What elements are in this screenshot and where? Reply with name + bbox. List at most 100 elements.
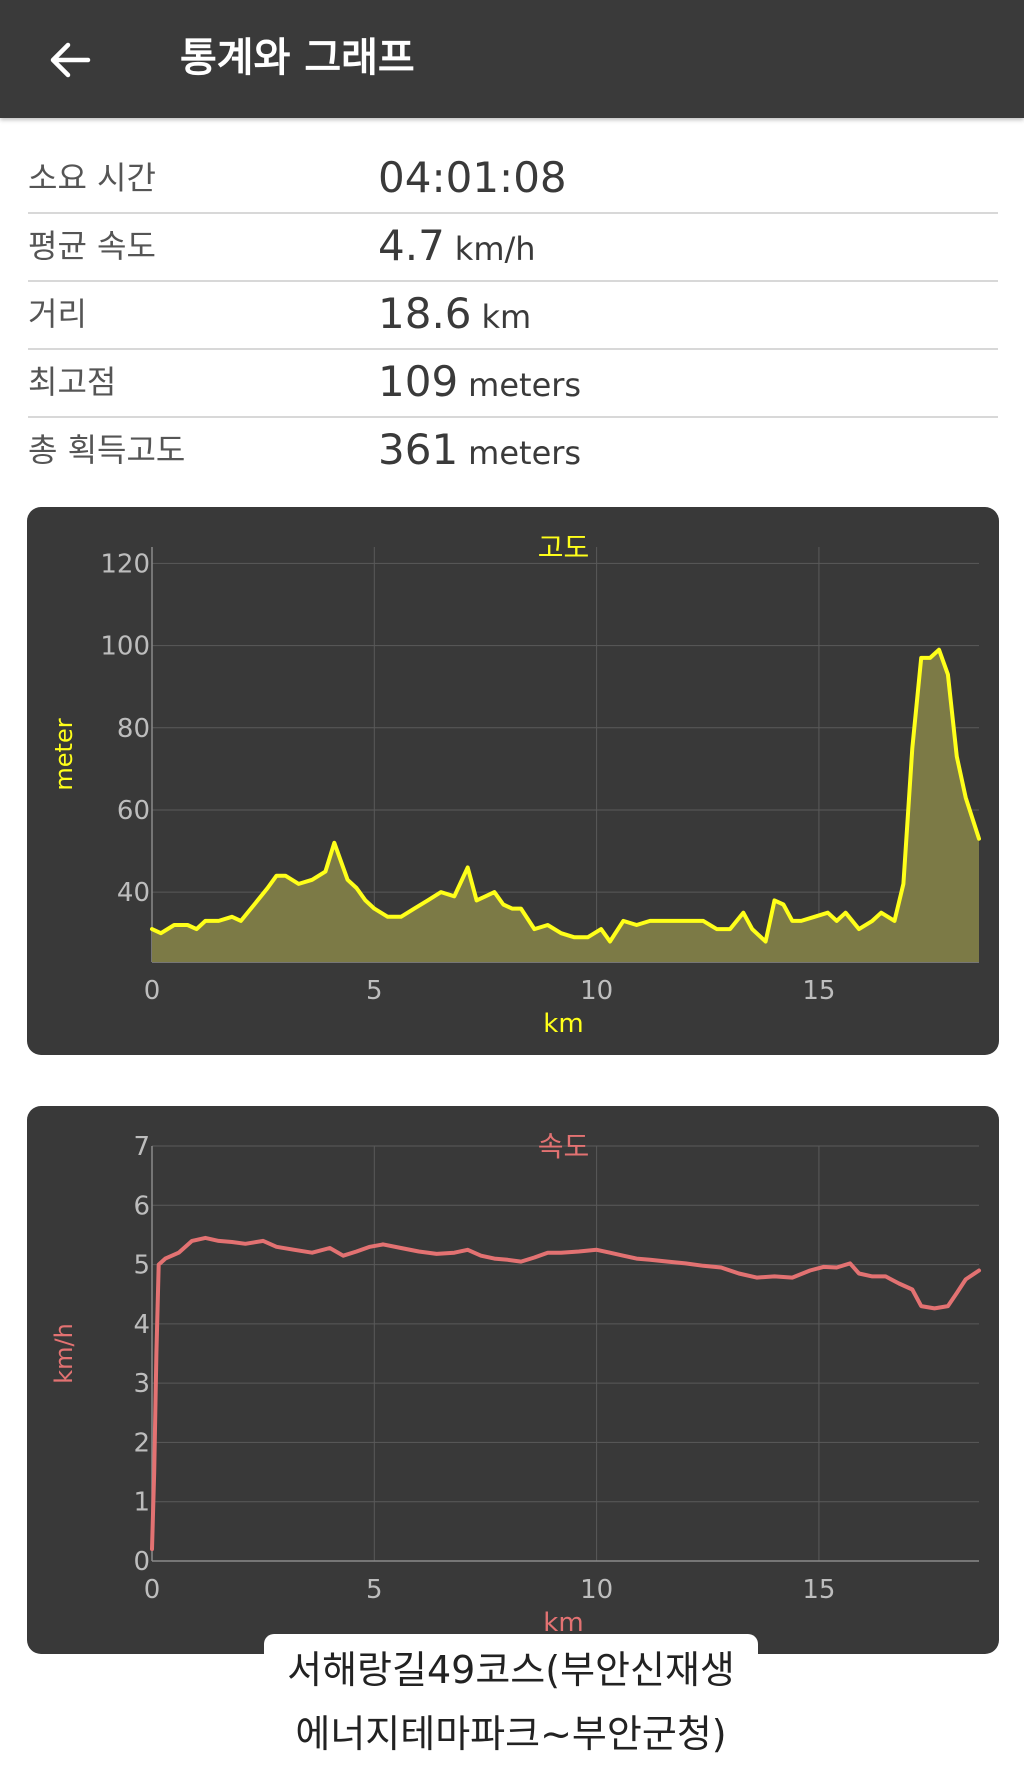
data-point bbox=[203, 919, 207, 923]
stat-row-elevation-gain: 총 획득고도 361 meters bbox=[28, 418, 998, 484]
data-point bbox=[252, 902, 256, 906]
data-point bbox=[399, 915, 403, 919]
data-point bbox=[546, 923, 550, 927]
data-point bbox=[750, 927, 754, 931]
data-point bbox=[381, 1242, 385, 1246]
stat-number: 109 bbox=[378, 357, 459, 406]
stat-label: 총 획득고도 bbox=[28, 431, 186, 469]
data-point bbox=[261, 1239, 265, 1243]
data-point bbox=[879, 911, 883, 915]
x-tick-label: 5 bbox=[366, 976, 383, 1006]
stat-number: 18.6 bbox=[378, 289, 472, 338]
stats-list: 소요 시간 04:01:08 평균 속도 4.7 km/h 거리 18.6 km 최… bbox=[28, 146, 998, 484]
back-button[interactable] bbox=[44, 34, 96, 86]
data-point bbox=[599, 927, 603, 931]
data-point bbox=[799, 919, 803, 923]
data-point bbox=[217, 919, 221, 923]
data-point bbox=[897, 1282, 901, 1286]
data-point bbox=[857, 927, 861, 931]
x-axis-label: km bbox=[543, 1608, 583, 1638]
x-tick-label: 5 bbox=[366, 1575, 383, 1605]
data-point bbox=[666, 1260, 670, 1264]
data-point bbox=[230, 1240, 234, 1244]
data-point bbox=[363, 898, 367, 902]
data-point bbox=[466, 1248, 470, 1252]
data-point bbox=[177, 1251, 181, 1255]
data-point bbox=[435, 1252, 439, 1256]
stat-label: 최고점 bbox=[28, 363, 117, 401]
data-point bbox=[346, 878, 350, 882]
data-point bbox=[217, 1239, 221, 1243]
data-point bbox=[675, 919, 679, 923]
data-point bbox=[741, 911, 745, 915]
data-point bbox=[928, 656, 932, 660]
data-point bbox=[341, 1254, 345, 1258]
stat-label: 평균 속도 bbox=[28, 227, 156, 265]
data-point bbox=[812, 915, 816, 919]
data-point bbox=[715, 927, 719, 931]
data-point bbox=[559, 1251, 563, 1255]
data-point bbox=[506, 1258, 510, 1262]
data-point bbox=[901, 882, 905, 886]
x-tick-label: 0 bbox=[144, 976, 161, 1006]
data-point bbox=[884, 1274, 888, 1278]
data-point bbox=[186, 923, 190, 927]
data-point bbox=[501, 902, 505, 906]
stat-value: 361 meters bbox=[378, 426, 581, 483]
data-point bbox=[150, 1547, 154, 1551]
data-point bbox=[835, 1266, 839, 1270]
series-line bbox=[150, 1235, 981, 1552]
stat-value: 18.6 km bbox=[378, 290, 531, 347]
data-point bbox=[239, 919, 243, 923]
data-point bbox=[586, 935, 590, 939]
stat-unit: km/h bbox=[454, 230, 536, 268]
data-point bbox=[203, 1236, 207, 1240]
data-point bbox=[230, 915, 234, 919]
x-tick-label: 10 bbox=[580, 1575, 613, 1605]
y-tick-label: 3 bbox=[133, 1369, 150, 1399]
data-point bbox=[764, 939, 768, 943]
y-tick-label: 120 bbox=[100, 549, 150, 579]
data-point bbox=[977, 837, 981, 841]
data-point bbox=[595, 1248, 599, 1252]
stat-number: 361 bbox=[378, 425, 459, 474]
data-point bbox=[368, 1245, 372, 1249]
data-point bbox=[635, 923, 639, 927]
x-tick-label: 0 bbox=[144, 1575, 161, 1605]
data-point bbox=[190, 1239, 194, 1243]
data-point bbox=[621, 919, 625, 923]
data-point bbox=[933, 1306, 937, 1310]
stat-number: 04:01:08 bbox=[378, 153, 567, 202]
data-point bbox=[688, 919, 692, 923]
x-tick-label: 10 bbox=[580, 976, 613, 1006]
y-tick-label: 0 bbox=[133, 1547, 150, 1577]
chart-title: 속도 bbox=[538, 1130, 590, 1163]
data-point bbox=[790, 919, 794, 923]
data-point bbox=[386, 915, 390, 919]
data-point bbox=[332, 841, 336, 845]
data-point bbox=[937, 648, 941, 652]
data-point bbox=[310, 1251, 314, 1255]
data-point bbox=[372, 907, 376, 911]
page-title: 통계와 그래프 bbox=[180, 35, 415, 81]
data-point bbox=[870, 919, 874, 923]
data-point bbox=[684, 1261, 688, 1265]
x-tick-label: 15 bbox=[802, 976, 835, 1006]
y-tick-label: 2 bbox=[133, 1428, 150, 1458]
y-tick-label: 100 bbox=[100, 632, 150, 662]
data-point bbox=[510, 907, 514, 911]
data-point bbox=[728, 927, 732, 931]
y-tick-label: 40 bbox=[117, 878, 150, 908]
speed-chart-card: 0 1 2 3 4 5 6 7 0 5 10 15 속도 km km/h bbox=[27, 1106, 999, 1654]
data-point bbox=[323, 870, 327, 874]
data-point bbox=[157, 1263, 161, 1267]
data-point bbox=[297, 882, 301, 886]
data-point bbox=[483, 894, 487, 898]
stat-label: 거리 bbox=[28, 295, 87, 333]
data-point bbox=[964, 796, 968, 800]
data-point bbox=[452, 894, 456, 898]
data-point bbox=[577, 1250, 581, 1254]
data-point bbox=[159, 931, 163, 935]
data-point bbox=[152, 1470, 156, 1474]
data-point bbox=[648, 919, 652, 923]
